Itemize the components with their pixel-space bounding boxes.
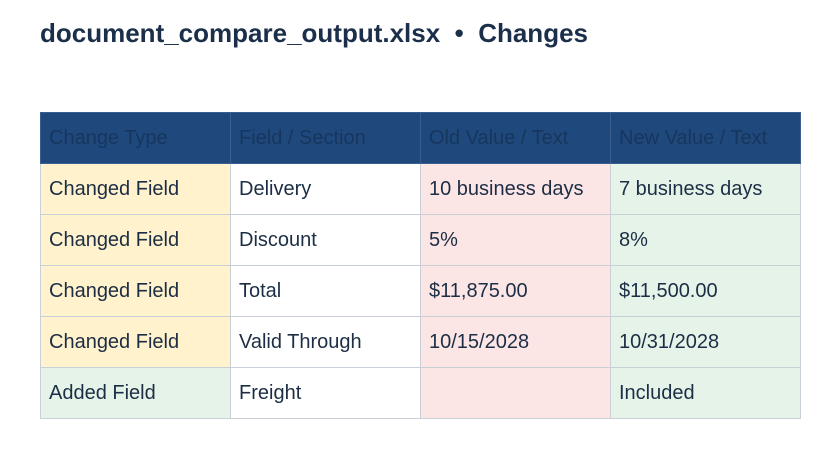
table-row: Changed Field Valid Through 10/15/2028 10/3… xyxy=(40,316,801,368)
table-cell: 10 business days xyxy=(420,163,611,215)
table-cell: Total xyxy=(230,265,421,317)
column-header: Change Type xyxy=(40,112,231,164)
table-cell: Discount xyxy=(230,214,421,266)
table-cell: 5% xyxy=(420,214,611,266)
column-header: Field / Section xyxy=(230,112,421,164)
table-cell: Changed Field xyxy=(40,163,231,215)
header-row: Change Type Field / Section Old Value / Te… xyxy=(40,112,801,164)
table-cell: Changed Field xyxy=(40,265,231,317)
table-cell: $11,500.00 xyxy=(610,265,801,317)
column-header: New Value / Text xyxy=(610,112,801,164)
table-cell: Delivery xyxy=(230,163,421,215)
compare-table: Change Type Field / Section Old Value / Te… xyxy=(40,112,801,419)
table-cell: Changed Field xyxy=(40,316,231,368)
title: document_compare_output.xlsx • Changes xyxy=(40,18,588,48)
column-header: Old Value / Text xyxy=(420,112,611,164)
table-cell: $11,875.00 xyxy=(420,265,611,317)
table-row: Changed Field Discount 5% 8% xyxy=(40,214,801,266)
table-row: Changed Field Total $11,875.00 $11,500.00 xyxy=(40,265,801,317)
table-cell: 10/31/2028 xyxy=(610,316,801,368)
table-cell: Added Field xyxy=(40,367,231,419)
table-cell: Included xyxy=(610,367,801,419)
table-row: Added Field Freight Included xyxy=(40,367,801,419)
table-cell xyxy=(420,367,611,419)
table-header: Change Type Field / Section Old Value / Te… xyxy=(40,112,801,164)
table-cell: Freight xyxy=(230,367,421,419)
table-cell: 7 business days xyxy=(610,163,801,215)
table-row: Changed Field Delivery 10 business days 7 b… xyxy=(40,163,801,215)
table-cell: 10/15/2028 xyxy=(420,316,611,368)
table-cell: Valid Through xyxy=(230,316,421,368)
table-cell: 8% xyxy=(610,214,801,266)
table-cell: Changed Field xyxy=(40,214,231,266)
table-body: Changed Field Delivery 10 business days 7 b… xyxy=(40,163,801,419)
